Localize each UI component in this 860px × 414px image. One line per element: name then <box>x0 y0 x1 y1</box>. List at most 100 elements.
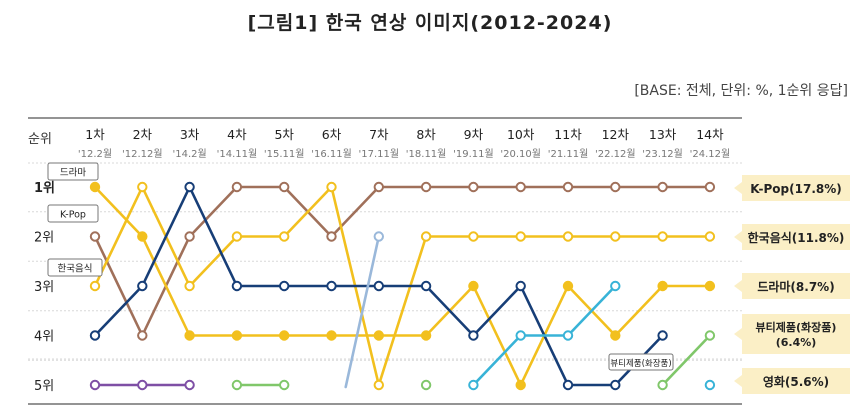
rank-label: 5위 <box>34 379 54 394</box>
series-line-music <box>188 185 239 288</box>
series-point-purple <box>89 379 101 391</box>
start-tag-label: 한국음식 <box>58 264 93 275</box>
legend-callout-label: 드라마(8.7%) <box>757 279 834 294</box>
series-point-drama <box>704 280 716 292</box>
series-point-drama <box>373 330 384 341</box>
series-line-kpop <box>188 185 239 238</box>
series-point-beauty_new <box>704 330 716 341</box>
series-point-kpop <box>326 231 337 242</box>
x-tick-label: 4차 <box>227 127 247 142</box>
x-tick-sublabel: '12.12월 <box>122 148 163 160</box>
series-point-beauty <box>562 330 574 341</box>
x-tick-label: 8차 <box>416 127 436 142</box>
series-point-music <box>89 330 101 341</box>
series-point-kpop <box>231 181 243 193</box>
x-tick-label: 5차 <box>274 127 294 142</box>
series-point-kpop <box>468 181 479 193</box>
series-line-food <box>93 185 144 288</box>
x-tick-label: 11차 <box>554 127 582 142</box>
x-tick-sublabel: '17.11월 <box>359 148 400 160</box>
x-tick-label: 9차 <box>464 127 484 142</box>
x-tick-sublabel: '24.12월 <box>690 148 731 160</box>
x-tick-label: 14차 <box>696 127 724 142</box>
series-line-beauty <box>566 284 617 337</box>
series-point-music <box>279 280 290 292</box>
legend-callout-box <box>734 314 850 354</box>
start-tag-label: K-Pop <box>60 210 86 221</box>
series-point-beauty <box>704 379 716 391</box>
series-line-beauty_new <box>661 334 712 387</box>
series-line-food <box>282 185 333 238</box>
series-point-food <box>137 181 148 193</box>
series-point-music <box>231 280 243 292</box>
series-line-beauty <box>472 334 523 387</box>
series-point-beauty_new <box>657 379 668 391</box>
series-point-music <box>657 330 668 341</box>
series-point-music <box>420 280 432 292</box>
series-point-drama <box>279 330 290 341</box>
end-tag-box <box>608 353 674 371</box>
series-point-music <box>137 280 148 292</box>
legend-callout-box <box>734 175 850 201</box>
series-point-music <box>373 280 384 292</box>
x-tick-sublabel: '19.11월 <box>453 148 494 160</box>
series-point-green1 <box>279 379 290 391</box>
series-point-music <box>468 330 479 341</box>
series-point-beauty <box>515 330 526 341</box>
legend-callout-label: 영화(5.6%) <box>763 374 829 389</box>
start-tag-box <box>47 258 103 277</box>
series-point-drama <box>184 330 195 341</box>
x-tick-sublabel: '23.12월 <box>642 148 683 160</box>
series-line-drama <box>93 185 144 238</box>
x-tick-label: 2차 <box>133 127 153 142</box>
x-tick-sublabel: '14.2월 <box>172 148 206 160</box>
series-point-food <box>231 231 243 242</box>
y-axis-header: 순위 <box>28 132 52 147</box>
series-line-drama <box>141 235 191 337</box>
x-tick-label: 6차 <box>322 127 342 142</box>
chart-title: [그림1] 한국 연상 이미지(2012-2024) <box>247 12 613 34</box>
legend-callout-label: 한국음식(11.8%) <box>748 230 845 245</box>
series-point-drama <box>231 330 243 341</box>
series-point-kpop <box>562 181 574 193</box>
series-line-food <box>377 235 428 387</box>
series-point-food <box>562 231 574 242</box>
start-tag-box <box>47 162 99 181</box>
series-point-purple <box>137 379 148 391</box>
series-point-music <box>515 280 526 292</box>
series-line-drama <box>472 284 523 387</box>
series-point-kpop <box>184 231 195 242</box>
series-point-drama <box>515 379 526 391</box>
series-line-music <box>472 284 523 337</box>
series-point-beauty <box>610 280 621 292</box>
series-point-drama <box>137 231 148 242</box>
x-tick-sublabel: '20.10월 <box>500 148 541 160</box>
base-note: [BASE: 전체, 단위: %, 1순위 응답] <box>634 83 848 99</box>
x-tick-label: 10차 <box>507 127 535 142</box>
start-tag-box <box>47 204 99 223</box>
series-point-kpop <box>610 181 621 193</box>
series-point-drama <box>326 330 337 341</box>
x-tick-sublabel: '18.11월 <box>406 148 447 160</box>
x-tick-label: 12차 <box>602 127 630 142</box>
series-point-food <box>420 231 432 242</box>
x-tick-label: 3차 <box>180 127 200 142</box>
series-line-drama <box>613 284 664 337</box>
x-tick-sublabel: '21.11월 <box>548 148 589 160</box>
series-point-kpop <box>279 181 290 193</box>
x-tick-sublabel: '12.2월 <box>78 148 112 160</box>
series-point-food <box>610 231 621 242</box>
series-point-food <box>515 231 526 242</box>
legend-callout-box <box>734 224 850 250</box>
legend-callout-box <box>734 368 850 394</box>
series-point-food <box>89 280 101 292</box>
series-point-kpop <box>704 181 716 193</box>
series-point-drama <box>89 181 101 193</box>
legend-callout-box <box>734 273 850 299</box>
series-point-food <box>468 231 479 242</box>
x-tick-label: 7차 <box>369 127 389 142</box>
series-point-music <box>562 379 574 391</box>
series-point-food <box>373 379 384 391</box>
start-tag-label: 드라마 <box>60 168 86 179</box>
